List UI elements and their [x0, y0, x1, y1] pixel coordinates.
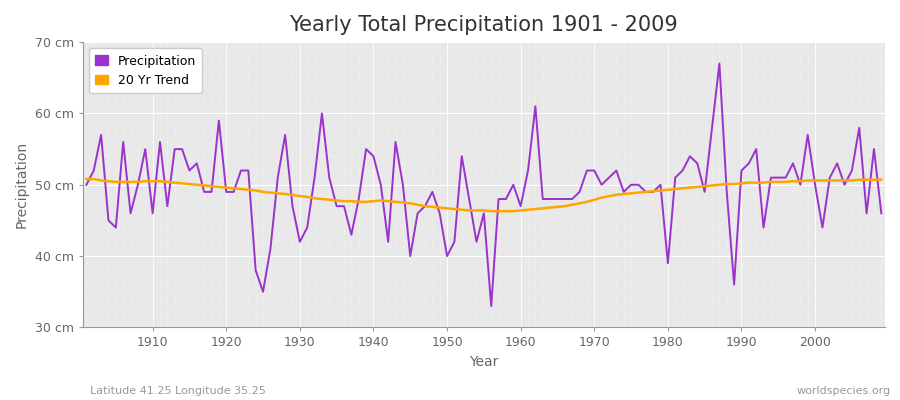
20 Yr Trend: [611, 192, 622, 197]
Text: Latitude 41.25 Longitude 35.25: Latitude 41.25 Longitude 35.25: [90, 386, 266, 396]
Precipitation: [81, 182, 92, 187]
Title: Yearly Total Precipitation 1901 - 2009: Yearly Total Precipitation 1901 - 2009: [290, 15, 679, 35]
Precipitation: [876, 211, 886, 216]
Precipitation: [714, 61, 724, 66]
X-axis label: Year: Year: [469, 355, 499, 369]
20 Yr Trend: [523, 207, 534, 212]
20 Yr Trend: [81, 177, 92, 182]
Legend: Precipitation, 20 Yr Trend: Precipitation, 20 Yr Trend: [89, 48, 202, 93]
Precipitation: [523, 168, 534, 173]
20 Yr Trend: [516, 208, 526, 213]
Precipitation: [516, 204, 526, 208]
20 Yr Trend: [346, 199, 356, 204]
Precipitation: [302, 225, 312, 230]
20 Yr Trend: [876, 177, 886, 182]
Precipitation: [346, 232, 356, 237]
Y-axis label: Precipitation: Precipitation: [15, 141, 29, 228]
20 Yr Trend: [486, 209, 497, 214]
20 Yr Trend: [140, 179, 150, 184]
Line: 20 Yr Trend: 20 Yr Trend: [86, 179, 881, 211]
Precipitation: [486, 304, 497, 308]
Line: Precipitation: Precipitation: [86, 64, 881, 306]
20 Yr Trend: [302, 194, 312, 199]
Precipitation: [140, 147, 150, 152]
Text: worldspecies.org: worldspecies.org: [796, 386, 891, 396]
Precipitation: [611, 168, 622, 173]
